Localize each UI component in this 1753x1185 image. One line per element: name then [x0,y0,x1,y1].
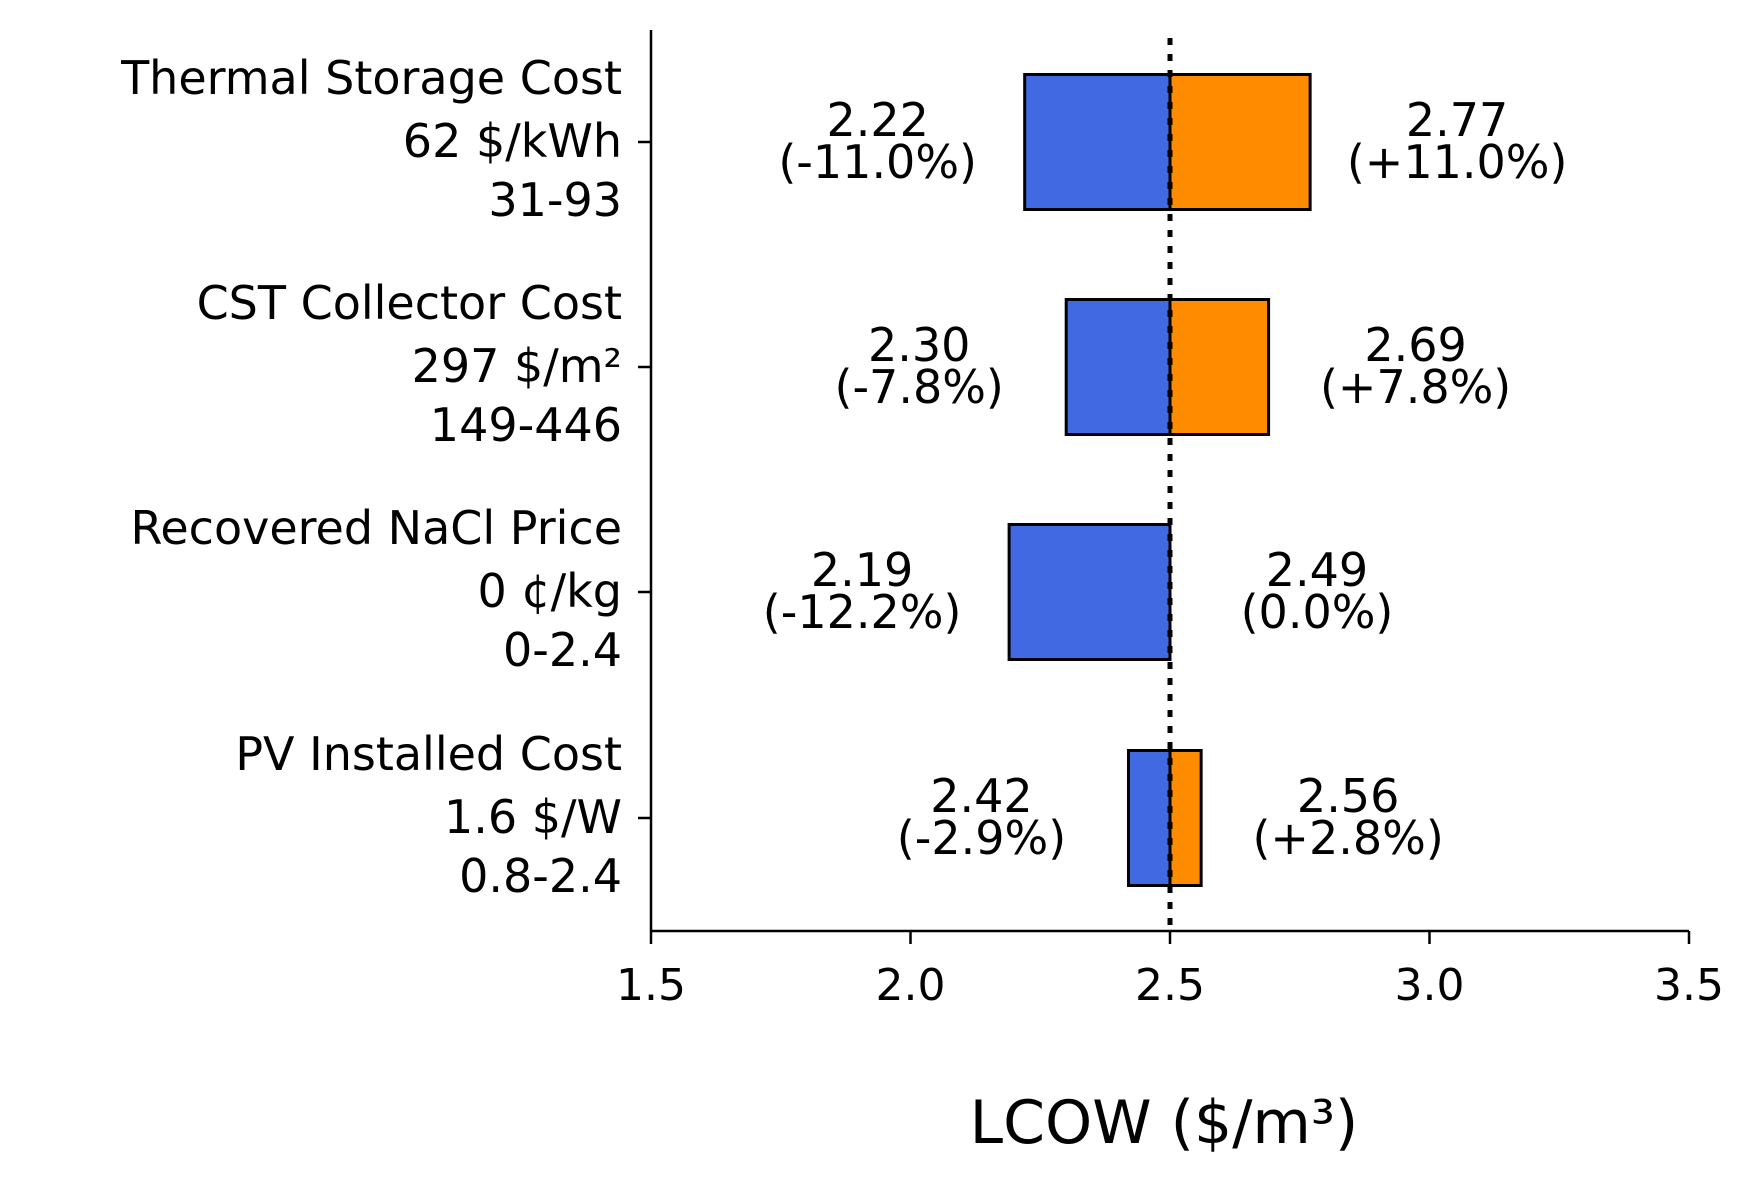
x-axis-title: LCOW ($/m³) [970,1088,1359,1158]
low-value-label: 2.22 [826,93,928,147]
category-name-label: PV Installed Cost [235,727,622,781]
x-tick-label: 3.0 [1395,960,1465,1011]
high-percent-label: (0.0%) [1241,585,1394,639]
low-percent-label: (-12.2%) [763,585,962,639]
category-name-label: CST Collector Cost [197,276,622,330]
high-percent-label: (+11.0%) [1347,135,1568,189]
high-value-label: 2.56 [1297,769,1399,823]
category-name-label: Recovered NaCl Price [130,501,622,555]
category-range-label: 149-446 [430,398,622,452]
bar-low [1007,523,1172,661]
bars-layer [1007,73,1312,887]
x-tick-label: 1.5 [616,960,686,1011]
high-percent-label: (+7.8%) [1320,360,1511,414]
category-name-label: Thermal Storage Cost [120,51,622,105]
category-range-label: 31-93 [488,173,622,227]
x-axis-ticks: 1.5 2.0 2.5 3.0 3.5 [616,931,1724,1011]
category-range-label: 0-2.4 [503,623,622,677]
bar-high [1168,298,1271,436]
high-value-label: 2.77 [1406,93,1508,147]
x-tick-label: 2.5 [1135,960,1205,1011]
low-percent-label: (-7.8%) [835,360,1004,414]
x-tick-label: 3.5 [1654,960,1724,1011]
category-base-label: 297 $/m² [412,339,622,393]
value-labels: 2.22(-11.0%)2.77(+11.0%)2.30(-7.8%)2.69(… [763,93,1568,865]
bar-high [1168,73,1312,211]
low-value-label: 2.30 [868,318,970,372]
low-percent-label: (-2.9%) [897,811,1066,865]
low-value-label: 2.19 [811,543,913,597]
category-base-label: 62 $/kWh [403,114,622,168]
category-base-label: 1.6 $/W [444,790,622,844]
low-value-label: 2.42 [930,769,1032,823]
high-value-label: 2.69 [1364,318,1466,372]
category-range-label: 0.8-2.4 [459,849,622,903]
bar-high [1168,749,1203,887]
bar-low [1023,73,1172,211]
high-value-label: 2.49 [1266,543,1368,597]
x-tick-label: 2.0 [876,960,946,1011]
category-base-label: 0 ¢/kg [478,564,623,618]
high-percent-label: (+2.8%) [1252,811,1443,865]
low-percent-label: (-11.0%) [778,135,977,189]
bar-low [1064,298,1172,436]
bar-low [1126,749,1172,887]
